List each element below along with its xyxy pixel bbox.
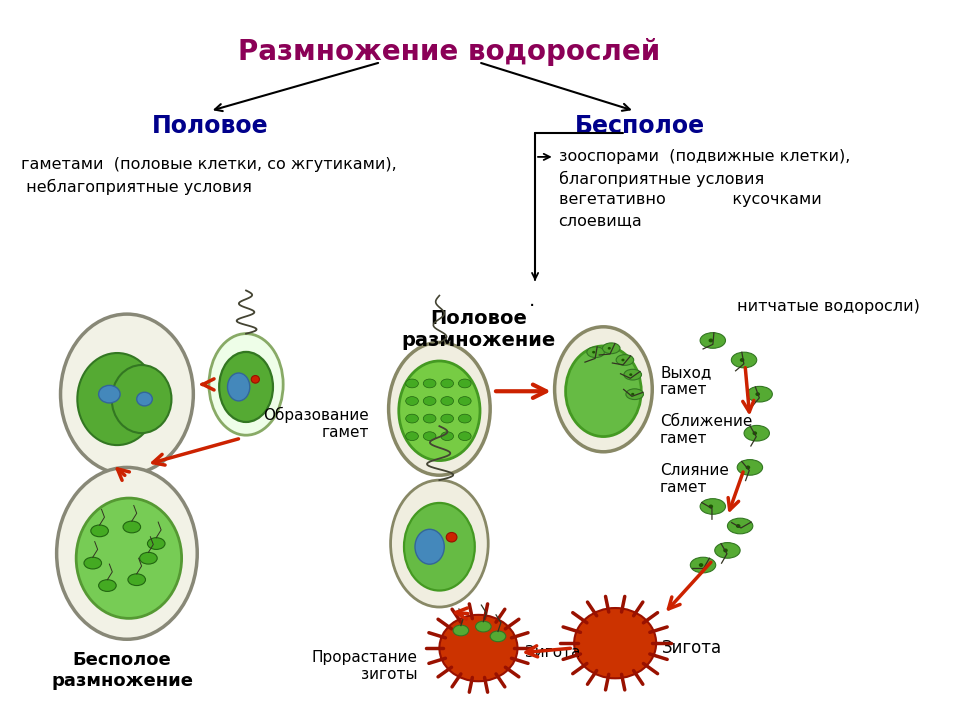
Ellipse shape xyxy=(111,365,172,433)
Ellipse shape xyxy=(84,557,102,569)
Text: Бесполое: Бесполое xyxy=(574,114,705,138)
Ellipse shape xyxy=(219,352,273,422)
Ellipse shape xyxy=(608,347,611,350)
Ellipse shape xyxy=(441,397,453,405)
Ellipse shape xyxy=(406,397,419,405)
Ellipse shape xyxy=(459,414,471,423)
Ellipse shape xyxy=(415,529,444,564)
Ellipse shape xyxy=(736,524,740,528)
Ellipse shape xyxy=(440,615,517,681)
Ellipse shape xyxy=(406,432,419,441)
Ellipse shape xyxy=(700,499,726,514)
Ellipse shape xyxy=(690,557,716,573)
Ellipse shape xyxy=(744,426,769,441)
Text: ·: · xyxy=(529,297,536,315)
Ellipse shape xyxy=(128,574,146,585)
Ellipse shape xyxy=(626,389,643,400)
Ellipse shape xyxy=(139,552,157,564)
Ellipse shape xyxy=(57,467,197,639)
Ellipse shape xyxy=(616,355,634,365)
Ellipse shape xyxy=(389,343,491,475)
Text: Бесполое
размножение: Бесполое размножение xyxy=(51,651,193,690)
Text: Прорастание
зиготы: Прорастание зиготы xyxy=(312,650,418,683)
Ellipse shape xyxy=(459,432,471,441)
Ellipse shape xyxy=(441,379,453,388)
Text: Половое: Половое xyxy=(152,114,268,138)
Ellipse shape xyxy=(398,361,480,461)
Ellipse shape xyxy=(723,549,728,552)
Ellipse shape xyxy=(423,379,436,388)
Ellipse shape xyxy=(99,580,116,591)
Ellipse shape xyxy=(621,359,625,361)
Ellipse shape xyxy=(555,327,652,451)
Ellipse shape xyxy=(587,347,605,358)
Ellipse shape xyxy=(624,369,641,380)
Ellipse shape xyxy=(715,543,740,558)
Ellipse shape xyxy=(747,387,773,402)
Ellipse shape xyxy=(459,397,471,405)
Ellipse shape xyxy=(459,379,471,388)
Ellipse shape xyxy=(699,563,704,567)
Ellipse shape xyxy=(78,353,157,445)
Ellipse shape xyxy=(728,518,753,534)
Ellipse shape xyxy=(252,376,259,383)
Text: гаметами  (половые клетки, со жгутиками),: гаметами (половые клетки, со жгутиками), xyxy=(21,157,397,172)
Ellipse shape xyxy=(475,621,492,632)
Ellipse shape xyxy=(491,631,506,642)
Ellipse shape xyxy=(629,373,633,376)
Ellipse shape xyxy=(423,397,436,405)
Text: вегетативно             кусочками: вегетативно кусочками xyxy=(559,192,821,207)
Ellipse shape xyxy=(565,346,641,436)
Ellipse shape xyxy=(423,414,436,423)
Text: Выход
гамет: Выход гамет xyxy=(660,365,711,397)
Ellipse shape xyxy=(732,352,756,368)
Ellipse shape xyxy=(60,314,193,474)
Ellipse shape xyxy=(740,358,744,362)
Ellipse shape xyxy=(446,533,457,542)
Ellipse shape xyxy=(708,505,713,508)
Ellipse shape xyxy=(136,392,153,406)
Text: нитчатые водоросли): нитчатые водоросли) xyxy=(737,300,920,315)
Ellipse shape xyxy=(76,498,181,618)
Text: Половое
размножение: Половое размножение xyxy=(401,309,556,350)
Text: Слияние
гамет: Слияние гамет xyxy=(660,462,729,495)
Text: Размножение водорослей: Размножение водорослей xyxy=(238,37,660,66)
Ellipse shape xyxy=(406,379,419,388)
Ellipse shape xyxy=(631,393,635,395)
Ellipse shape xyxy=(391,480,489,607)
Text: Зигота: Зигота xyxy=(525,645,581,660)
Ellipse shape xyxy=(700,333,726,348)
Ellipse shape xyxy=(148,538,165,549)
Ellipse shape xyxy=(756,392,760,396)
Ellipse shape xyxy=(746,465,750,469)
Text: Зигота: Зигота xyxy=(662,639,722,657)
Ellipse shape xyxy=(737,459,762,475)
Ellipse shape xyxy=(228,373,250,401)
Ellipse shape xyxy=(441,414,453,423)
Ellipse shape xyxy=(603,343,620,354)
Text: слоевища: слоевища xyxy=(559,214,642,228)
Ellipse shape xyxy=(406,414,419,423)
Ellipse shape xyxy=(91,525,108,536)
Ellipse shape xyxy=(753,431,757,435)
Text: Образование
гамет: Образование гамет xyxy=(263,407,369,440)
Text: Сближение
гамет: Сближение гамет xyxy=(660,414,753,446)
Ellipse shape xyxy=(453,625,468,636)
Ellipse shape xyxy=(574,608,657,678)
Text: благоприятные условия: благоприятные условия xyxy=(559,171,764,186)
Ellipse shape xyxy=(99,385,120,403)
Ellipse shape xyxy=(123,521,140,533)
Ellipse shape xyxy=(441,432,453,441)
Text: зооспорами  (подвижные клетки),: зооспорами (подвижные клетки), xyxy=(559,149,850,164)
Ellipse shape xyxy=(404,503,475,590)
Ellipse shape xyxy=(592,351,595,354)
Ellipse shape xyxy=(708,338,713,343)
Ellipse shape xyxy=(423,432,436,441)
Ellipse shape xyxy=(209,333,283,435)
Text: неблагоприятные условия: неблагоприятные условия xyxy=(21,179,252,194)
